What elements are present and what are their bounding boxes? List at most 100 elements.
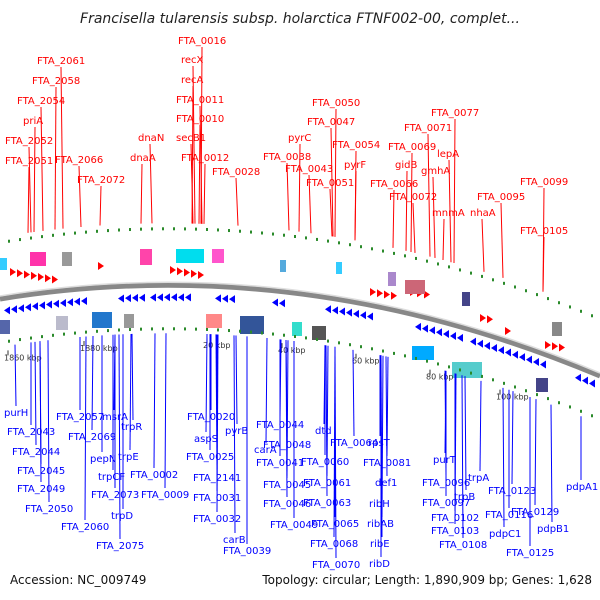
forward-gene-label: FTA_0095 bbox=[477, 192, 525, 203]
reverse-gene-arrow bbox=[575, 373, 581, 382]
feature-block bbox=[240, 316, 264, 334]
outer-ring-tick bbox=[459, 268, 461, 272]
forward-leader-line bbox=[235, 177, 239, 226]
reverse-gene-label: FTA_0060 bbox=[301, 457, 349, 468]
reverse-gene-label: ribH bbox=[369, 499, 390, 510]
inner-ring-tick bbox=[250, 330, 252, 334]
scale-tick-label: 1880 kbp bbox=[80, 344, 118, 353]
reverse-gene-label: FTA_0009 bbox=[141, 490, 189, 501]
outer-ring-tick bbox=[360, 245, 362, 249]
forward-gene-label: gidB bbox=[395, 160, 417, 171]
outer-ring-tick bbox=[74, 231, 76, 235]
forward-gene-arrow bbox=[177, 267, 183, 276]
outer-ring-tick bbox=[415, 256, 417, 260]
inner-ring-tick bbox=[74, 331, 76, 335]
reverse-leader-line bbox=[129, 333, 132, 451]
outer-ring-tick bbox=[41, 235, 43, 239]
feature-block bbox=[292, 322, 302, 336]
outer-ring-tick bbox=[30, 236, 32, 240]
inner-ring-tick bbox=[272, 332, 274, 336]
forward-leader-line bbox=[542, 236, 545, 292]
forward-gene-arrow bbox=[377, 289, 383, 298]
reverse-gene-arrow bbox=[53, 299, 59, 308]
inner-ring-tick bbox=[96, 329, 98, 333]
inner-ring-tick bbox=[52, 333, 54, 337]
reverse-gene-arrow bbox=[484, 341, 490, 350]
reverse-leader-line bbox=[14, 344, 17, 407]
inner-ring-tick bbox=[294, 334, 296, 338]
reverse-gene-arrow bbox=[346, 308, 352, 317]
forward-gene-arrow bbox=[191, 269, 197, 278]
reverse-gene-label: pepN bbox=[90, 454, 116, 465]
outer-ring-tick bbox=[371, 247, 373, 251]
forward-gene-label: pyrF bbox=[344, 160, 366, 171]
forward-gene-label: FTA_2052 bbox=[5, 136, 53, 147]
inner-ring-tick bbox=[503, 381, 505, 385]
scale-tick-label: 80 kbp bbox=[426, 373, 454, 382]
inner-ring-tick bbox=[107, 329, 109, 333]
reverse-gene-label: FTA_0025 bbox=[186, 452, 234, 463]
reverse-gene-arrow bbox=[339, 307, 345, 316]
inner-ring-tick bbox=[371, 347, 373, 351]
outer-ring-tick bbox=[536, 293, 538, 297]
reverse-gene-label: trpCF bbox=[98, 472, 125, 483]
forward-gene-arrow bbox=[52, 275, 58, 284]
reverse-leader-line bbox=[34, 341, 37, 446]
outer-ring-tick bbox=[151, 227, 153, 231]
map-title: Francisella tularensis subsp. holarctica… bbox=[80, 11, 520, 27]
reverse-gene-label: FTA_0002 bbox=[130, 470, 178, 481]
reverse-gene-arrow bbox=[222, 294, 228, 303]
reverse-gene-label: FTA_0097 bbox=[422, 498, 470, 509]
reverse-gene-arrow bbox=[589, 379, 595, 388]
reverse-gene-label: trpB bbox=[454, 492, 475, 503]
forward-leader-line bbox=[40, 106, 44, 231]
reverse-leader-line bbox=[47, 340, 50, 503]
reverse-gene-arrow bbox=[498, 346, 504, 355]
forward-leader-line bbox=[28, 146, 32, 233]
outer-ring-tick bbox=[503, 281, 505, 285]
outer-ring-tick bbox=[525, 289, 527, 293]
inner-ring-tick bbox=[8, 339, 10, 343]
outer-ring-tick bbox=[250, 230, 252, 234]
forward-gene-label: FTA_2054 bbox=[17, 96, 65, 107]
reverse-gene-arrow bbox=[582, 376, 588, 385]
reverse-gene-arrow bbox=[81, 296, 87, 305]
inner-ring-tick bbox=[580, 409, 582, 413]
forward-gene-arrow bbox=[38, 273, 44, 282]
inner-ring-tick bbox=[327, 339, 329, 343]
reverse-leader-line bbox=[461, 375, 464, 539]
reverse-gene-arrow bbox=[491, 343, 497, 352]
reverse-leader-line bbox=[39, 341, 42, 483]
inner-ring-tick bbox=[547, 397, 549, 401]
inner-ring-tick bbox=[85, 330, 87, 334]
reverse-gene-arrow bbox=[533, 358, 539, 367]
forward-gene-arrow bbox=[552, 342, 558, 351]
feature-block bbox=[0, 320, 10, 334]
forward-gene-arrow bbox=[184, 268, 190, 277]
reverse-gene-label: FTA_0044 bbox=[256, 420, 304, 431]
scale-tick-label: 1860 kbp bbox=[4, 353, 42, 362]
reverse-gene-arrow bbox=[526, 355, 532, 364]
outer-ring-tick bbox=[272, 232, 274, 236]
forward-gene-label: FTA_0099 bbox=[520, 177, 568, 188]
inner-ring-tick bbox=[382, 349, 384, 353]
reverse-gene-label: FTA_0045 bbox=[263, 480, 311, 491]
outer-ring-tick bbox=[217, 228, 219, 232]
outer-ring-tick bbox=[63, 232, 65, 236]
reverse-gene-label: FTA_0116 bbox=[485, 510, 533, 521]
inner-ring-tick bbox=[316, 337, 318, 341]
forward-leader-line bbox=[198, 124, 201, 224]
reverse-gene-arrow bbox=[125, 294, 131, 303]
forward-gene-arrow bbox=[10, 268, 16, 276]
reverse-gene-label: FTA_0039 bbox=[223, 546, 271, 557]
inner-ring-tick bbox=[30, 336, 32, 340]
forward-leader-line bbox=[354, 170, 357, 241]
outer-ring-tick bbox=[162, 227, 164, 231]
outer-ring-tick bbox=[261, 231, 263, 235]
outer-ring-tick bbox=[481, 274, 483, 278]
reverse-gene-label: FTA_0081 bbox=[363, 458, 411, 469]
forward-leader-line bbox=[442, 218, 445, 261]
feature-block bbox=[336, 262, 342, 274]
forward-gene-label: secB1 bbox=[176, 133, 206, 144]
